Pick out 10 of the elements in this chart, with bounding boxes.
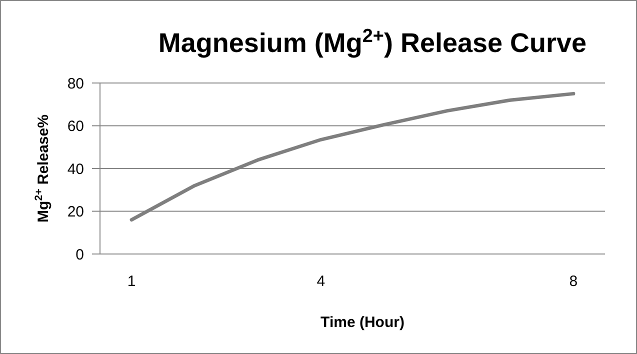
chart-title: Magnesium (Mg$^{2+}$) Release Curve <box>158 26 587 58</box>
y-tick-label: 80 <box>67 75 84 92</box>
y-tick-label: 20 <box>67 204 84 220</box>
x-axis-title: Time (Hour) <box>320 314 404 331</box>
x-tick-label: 8 <box>569 273 578 290</box>
y-tick-label: 60 <box>67 118 84 135</box>
x-tick-label: 1 <box>127 273 136 290</box>
y-tick-label: 0 <box>76 246 84 264</box>
y-tick-label: 40 <box>67 160 84 178</box>
x-tick-label: 4 <box>316 273 326 290</box>
